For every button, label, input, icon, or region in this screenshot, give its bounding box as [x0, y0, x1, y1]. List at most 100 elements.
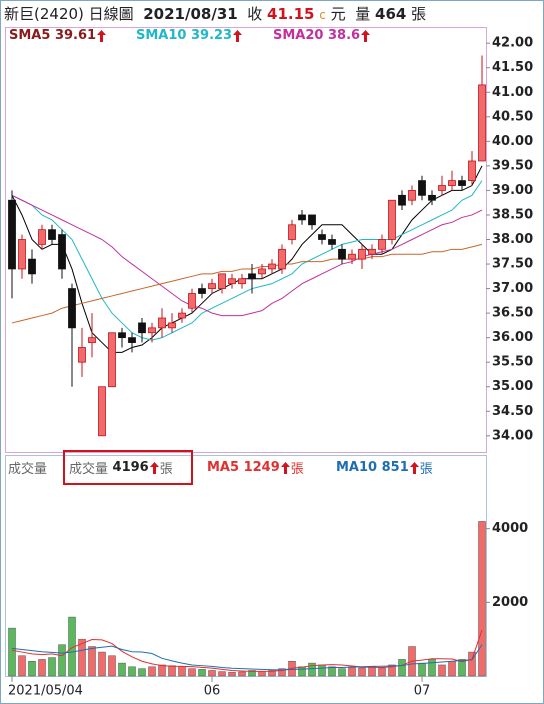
candle-body	[238, 278, 246, 285]
y-tick-label: 38.00	[492, 232, 533, 247]
volume-bar	[248, 670, 256, 677]
volume-bar	[388, 664, 396, 677]
candle-body	[338, 248, 346, 260]
volume-bar	[128, 666, 136, 677]
candle-body	[358, 248, 366, 260]
volume-bar	[448, 661, 456, 677]
candle-body	[288, 224, 296, 240]
header: 新巨(2420) 日線圖 2021/08/31 收 41.15 c 元 量 46…	[4, 3, 426, 24]
candle-body	[468, 160, 476, 182]
candle-body	[198, 288, 206, 294]
legend-ma10: MA10 851 張	[336, 458, 433, 477]
candle-body	[148, 327, 156, 334]
y-tick-label: 35.50	[492, 355, 533, 370]
candle-body	[408, 190, 416, 201]
candle-body	[88, 337, 96, 343]
candle-body	[38, 229, 46, 245]
volume-bar	[458, 659, 466, 677]
line-series	[11, 243, 483, 324]
volume: 464	[375, 5, 407, 23]
candle-body	[168, 322, 176, 329]
volume-bar	[158, 664, 166, 677]
line-series	[11, 644, 483, 671]
line-series	[11, 629, 483, 672]
candle-body	[178, 312, 186, 319]
volume-bar	[38, 659, 46, 677]
candle-body	[48, 229, 56, 240]
volume-bar	[178, 666, 186, 677]
y-tick-label: 36.50	[492, 306, 533, 321]
volume-frame	[5, 455, 487, 677]
legend-sma10: SMA10 39.23	[136, 28, 243, 43]
legend-unit: 張	[290, 462, 304, 477]
date: 2021/08/31	[143, 5, 238, 23]
volume-bar	[418, 662, 426, 677]
volume-bar	[298, 666, 306, 677]
price-frame	[5, 27, 487, 453]
line-series	[11, 180, 483, 341]
volume-bar	[28, 661, 36, 677]
candle-body	[348, 253, 356, 260]
volume-bar	[48, 657, 56, 677]
line-series	[11, 165, 483, 353]
legend-name: MA5	[207, 460, 240, 475]
volume-bar	[188, 668, 196, 677]
volume-bar	[328, 666, 336, 677]
y-tick-label: 40.00	[492, 134, 533, 149]
candle-body	[208, 283, 216, 289]
up-arrow	[149, 461, 159, 474]
volume-bar	[118, 662, 126, 677]
candle-body	[378, 239, 386, 250]
volume-bar	[148, 666, 156, 677]
candle-body	[8, 199, 16, 270]
currency: 元	[330, 5, 346, 23]
legend-name: 成交量	[69, 462, 109, 477]
legend-value: 4196	[112, 460, 149, 475]
y-tick-label: 35.00	[492, 379, 533, 394]
candle-body	[58, 234, 66, 270]
volume-bar	[358, 667, 366, 677]
legend-value: 39.61	[54, 28, 97, 43]
candle-body	[98, 386, 106, 437]
legend-name: SMA10	[136, 28, 187, 43]
volume-bar	[78, 638, 86, 677]
legend-value: 39.23	[190, 28, 233, 43]
volume-bar	[218, 671, 226, 677]
candle-body	[368, 248, 376, 255]
candle-body	[158, 317, 166, 329]
candle-body	[438, 185, 446, 191]
period: 日線圖	[88, 5, 134, 23]
stock-name: 新巨(2420)	[4, 5, 84, 23]
candle-body	[228, 278, 236, 285]
legend-sma5: SMA5 39.61	[9, 28, 107, 43]
legend-unit: 張	[159, 462, 173, 477]
legend-value: 38.6	[327, 28, 361, 43]
volume-bar	[438, 664, 446, 677]
volume-bar	[208, 670, 216, 677]
volume-bar	[88, 646, 96, 677]
y-tick-label: 36.00	[492, 330, 533, 345]
candle-body	[318, 234, 326, 240]
legend-value: 851	[381, 460, 409, 475]
volume-bar	[258, 670, 266, 677]
volume-bar	[98, 651, 106, 677]
legend-sma20: SMA20 38.6	[273, 28, 371, 43]
candle-body	[308, 214, 316, 226]
candle-body	[218, 273, 226, 289]
volume-bar	[428, 659, 436, 677]
highlight-box	[63, 450, 193, 485]
up-arrow	[409, 461, 419, 474]
y-tick-label: 42.00	[492, 36, 533, 51]
y-tick-label: 39.00	[492, 183, 533, 198]
y-tick-label: 34.00	[492, 428, 533, 443]
x-tick-label: 07	[414, 684, 431, 699]
volume-bar	[348, 666, 356, 677]
candle-body	[328, 239, 336, 245]
volume-bar	[468, 651, 476, 677]
volume-title: 成交量	[8, 458, 47, 477]
volume-bar	[368, 666, 376, 677]
candle-body	[28, 258, 36, 275]
line-series	[11, 194, 483, 317]
volume-bar	[378, 667, 386, 677]
